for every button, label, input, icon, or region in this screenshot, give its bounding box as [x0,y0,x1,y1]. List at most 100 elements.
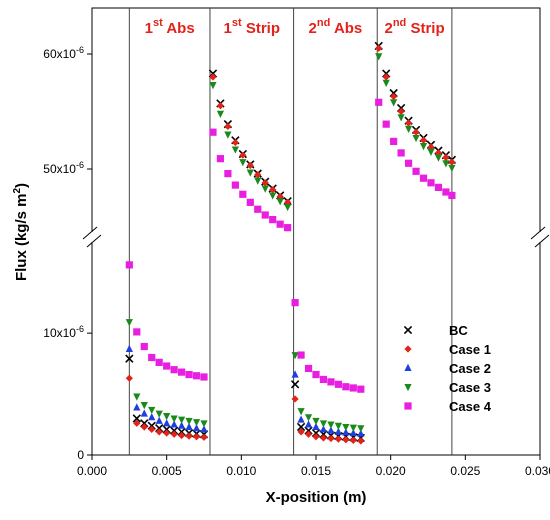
data-point [192,423,201,432]
legend-marker [404,345,412,353]
data-point [192,372,201,380]
x-axis-title: X-position (m) [266,489,367,506]
data-point [304,414,313,422]
data-point [448,191,456,200]
data-point [125,344,133,352]
data-point [390,99,398,107]
legend-label: Case 2 [449,361,491,376]
data-point [297,415,305,423]
series-2 [125,344,365,437]
data-point [304,430,313,438]
data-point [140,419,149,428]
data-point [200,373,208,381]
marker-stroke [169,426,179,435]
data-point [254,171,262,179]
data-point [133,403,141,411]
axis-break-slash [530,226,546,240]
data-point [148,406,156,415]
data-point [319,425,328,433]
legend-marker [404,363,412,371]
region-label: 2nd Strip [384,17,444,37]
data-point [419,174,428,182]
data-point [209,82,217,90]
legend-label: Case 3 [449,380,491,395]
legend-marker [403,325,413,335]
data-point [382,120,390,128]
data-point [291,352,299,360]
data-point [185,432,193,440]
x-tick-label: 0.010 [226,464,256,478]
data-point [312,422,320,430]
data-point [155,428,163,436]
data-point [192,419,201,427]
axis-break-gap [530,232,550,242]
data-point [185,422,193,430]
marker-stroke [162,425,171,434]
series-0 [125,41,457,443]
data-point [246,198,254,206]
data-point [427,179,435,187]
data-point [148,353,156,362]
data-point [434,183,443,191]
y-tick-label: 10x10-6 [43,324,84,340]
data-point [312,417,320,426]
legend-marker [404,402,412,410]
series-3 [125,53,456,433]
data-point [276,220,284,228]
data-point [185,417,193,426]
data-point [448,158,456,166]
y-axis-ticks: 0 10x10-6 50x10-6 60x10-6 [43,45,92,462]
data-point [231,138,239,147]
data-point [404,125,413,133]
data-point [375,44,383,52]
data-point [448,164,456,173]
data-point [163,429,171,437]
data-point [357,425,365,433]
data-point [200,425,208,433]
data-point [239,151,247,159]
data-point [334,427,342,435]
data-point [132,414,141,423]
data-point [419,143,428,151]
data-point [231,181,239,189]
data-point [304,426,313,435]
axis-break-gap [82,232,102,242]
marker-stroke [311,428,321,438]
data-point [155,410,163,418]
legend-label: BC [449,323,468,338]
data-point [209,73,217,81]
data-point [155,358,163,366]
data-point [177,427,186,437]
marker-stroke [140,419,149,428]
data-point [334,422,342,430]
axis-break-slash [82,226,98,240]
data-point [170,420,178,428]
data-point [231,146,239,154]
data-point [125,374,133,382]
data-point [170,415,178,423]
data-point [276,198,284,206]
marker-stroke [403,325,413,335]
data-point [269,216,277,224]
data-point [276,193,284,201]
data-point [140,402,148,410]
marker-stroke [177,427,186,437]
data-point [297,428,305,436]
marker-stroke [155,424,164,433]
data-point [284,224,292,232]
data-point [412,134,420,143]
data-point [291,395,299,403]
region-label: 1st Abs [145,17,195,37]
x-tick-label: 0.020 [376,464,406,478]
data-points [125,41,457,445]
data-point [224,122,232,131]
data-point [390,92,398,101]
data-point [404,159,413,167]
data-point [327,426,335,434]
data-point [192,433,201,441]
data-point [412,128,420,136]
data-point [163,362,171,370]
data-point [442,160,450,168]
